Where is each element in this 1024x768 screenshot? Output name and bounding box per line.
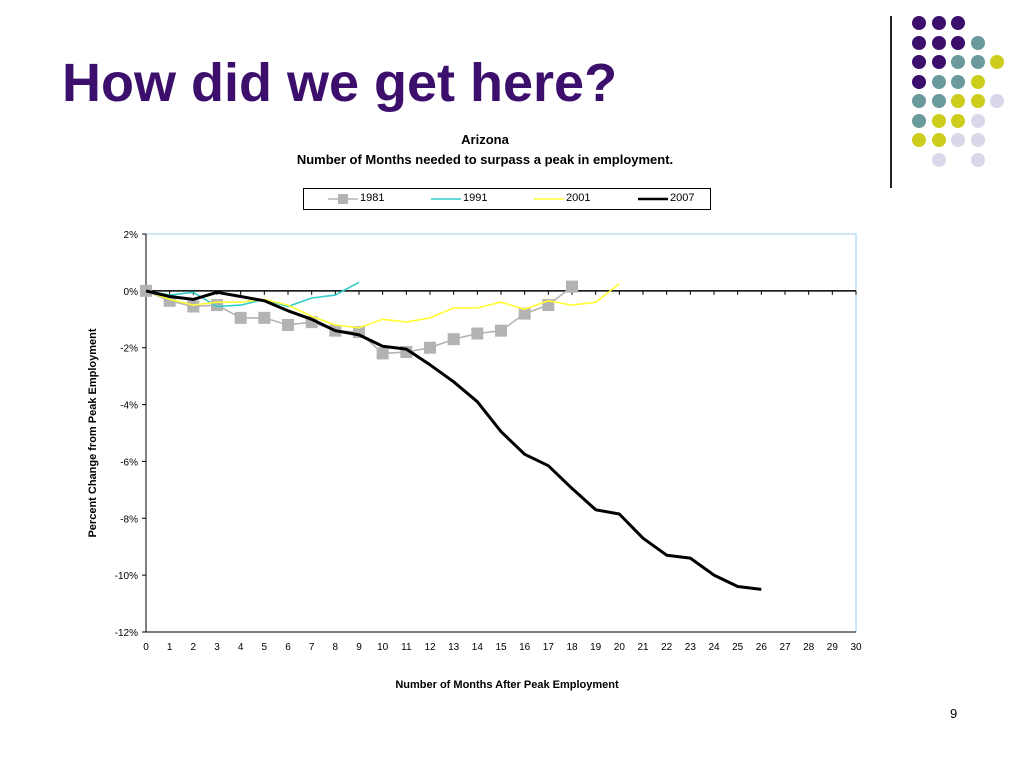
data-point-1981 (447, 333, 460, 346)
chart-subtitle: Number of Months needed to surpass a pea… (296, 152, 674, 167)
legend-label: 2001 (566, 192, 591, 204)
y-tick-label: 0% (124, 287, 139, 298)
legend-swatch (534, 198, 564, 200)
data-point-1981 (140, 284, 152, 297)
x-tick-label: 11 (401, 642, 412, 653)
data-point-1981 (518, 307, 531, 320)
x-tick-label: 20 (614, 642, 626, 653)
legend-label: 1991 (463, 192, 488, 204)
x-tick-label: 8 (333, 642, 339, 653)
x-tick-label: 5 (262, 642, 268, 653)
x-tick-label: 7 (309, 642, 315, 653)
data-point-1981 (471, 327, 484, 340)
data-point-1981 (424, 341, 436, 354)
data-point-1981 (187, 300, 200, 313)
legend-swatch (328, 194, 358, 204)
data-point-1981 (566, 280, 578, 293)
x-tick-label: 2 (191, 642, 197, 653)
series-line-1981 (145, 285, 573, 355)
data-point-1981 (282, 318, 294, 331)
data-point-1981 (258, 311, 271, 324)
series-line-2007 (145, 289, 762, 591)
series-line-2001 (145, 283, 620, 329)
x-tick-label: 17 (543, 642, 555, 653)
x-tick-label: 19 (590, 642, 602, 653)
y-tick-label: -2% (120, 344, 138, 355)
x-tick-label: 12 (424, 642, 436, 653)
x-tick-label: 24 (708, 642, 720, 653)
y-tick-label: -12% (115, 628, 138, 639)
x-tick-label: 16 (519, 642, 531, 653)
x-tick-label: 14 (472, 642, 484, 653)
x-tick-label: 4 (238, 642, 244, 653)
legend-swatch (431, 198, 461, 200)
x-tick-label: 28 (803, 642, 815, 653)
x-tick-label: 29 (827, 642, 839, 653)
legend-label: 1981 (360, 192, 385, 204)
x-tick-label: 3 (214, 642, 220, 653)
y-axis-title: Percent Change from Peak Employment (87, 328, 99, 537)
data-point-1981 (211, 299, 223, 312)
y-tick-label: -8% (120, 514, 138, 525)
x-tick-label: 9 (356, 642, 362, 653)
page-number: 9 (950, 706, 958, 721)
x-tick-label: 15 (495, 642, 507, 653)
x-tick-label: 10 (377, 642, 389, 653)
x-tick-label: 26 (756, 642, 768, 653)
x-tick-label: 1 (167, 642, 173, 653)
x-tick-label: 22 (661, 642, 673, 653)
x-tick-label: 6 (285, 642, 291, 653)
slide-title: How did we get here? (62, 53, 618, 113)
series-line-1991 (145, 281, 360, 308)
x-tick-label: 27 (779, 642, 791, 653)
chart-legend: 1981 1991 2001 2007 (303, 188, 711, 210)
divider-line (890, 16, 892, 188)
y-tick-label: 2% (124, 230, 139, 241)
legend-swatch (638, 197, 668, 201)
x-axis-title: Number of Months After Peak Employment (395, 679, 619, 691)
x-tick-label: 13 (448, 642, 460, 653)
x-tick-label: 30 (850, 642, 862, 653)
data-point-1981 (376, 347, 389, 360)
chart-title: Arizona (461, 132, 509, 147)
y-tick-label: -4% (120, 401, 138, 412)
legend-label: 2007 (670, 192, 695, 204)
x-tick-label: 23 (685, 642, 697, 653)
data-point-1981 (234, 311, 247, 324)
y-tick-label: -6% (120, 457, 138, 468)
x-tick-label: 25 (732, 642, 744, 653)
y-tick-label: -10% (115, 571, 138, 582)
x-tick-label: 21 (637, 642, 649, 653)
x-tick-label: 0 (143, 642, 149, 653)
x-tick-label: 18 (566, 642, 578, 653)
data-point-1981 (495, 324, 507, 337)
